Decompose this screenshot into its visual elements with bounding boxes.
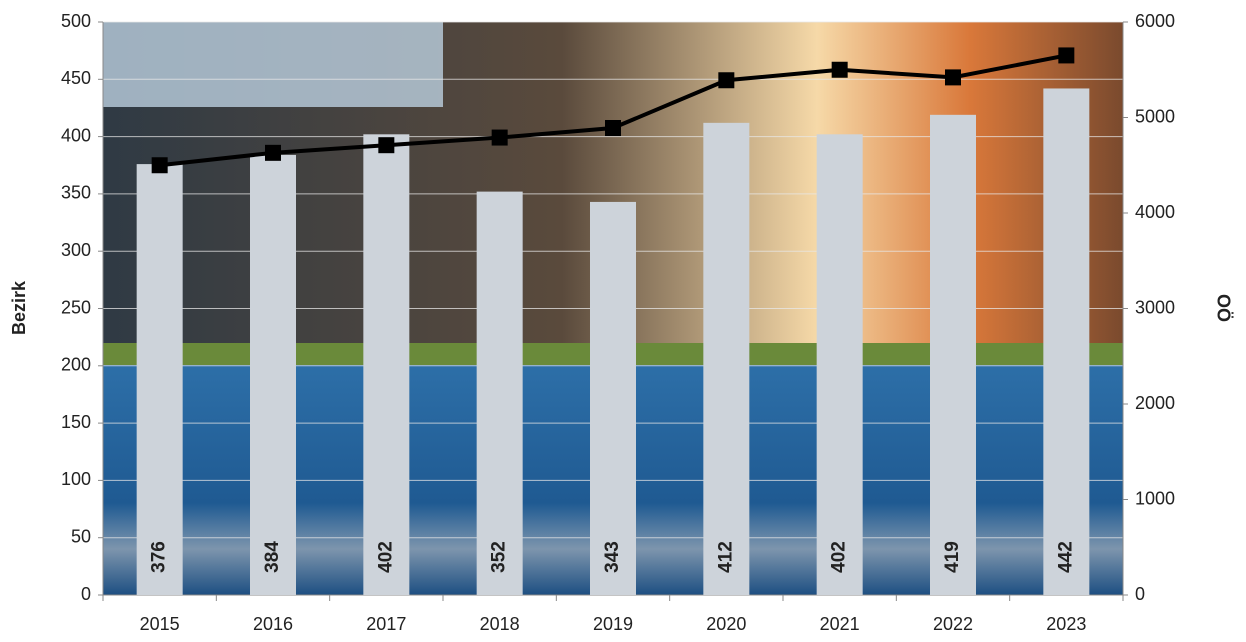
bar: [703, 122, 750, 596]
y2-tick-label: 5000: [1135, 106, 1175, 126]
y2-tick-label: 1000: [1135, 488, 1175, 508]
y-tick-label: 400: [61, 125, 91, 145]
bar-value-label: 442: [1055, 541, 1076, 573]
line-marker: [378, 137, 395, 154]
bar-value-label: 384: [262, 541, 283, 573]
x-tick-label: 2023: [1046, 614, 1086, 634]
line-marker: [491, 129, 508, 146]
line-marker: [831, 61, 848, 78]
bar: [250, 154, 296, 595]
y2-tick-label: 4000: [1135, 202, 1175, 222]
x-tick-label: 2016: [253, 614, 293, 634]
bar: [476, 191, 523, 595]
bar-value-label: 402: [829, 541, 850, 573]
y-tick-label: 500: [61, 11, 91, 31]
bar: [930, 114, 976, 596]
line-marker: [151, 157, 168, 174]
bar-value-label: 419: [942, 541, 963, 573]
line-marker: [265, 144, 281, 161]
y-tick-label: 300: [61, 240, 91, 260]
y2-tick-label: 2000: [1135, 393, 1175, 413]
y2-tick-label: 6000: [1135, 11, 1175, 31]
x-tick-label: 2018: [480, 614, 520, 634]
y-tick-label: 350: [61, 183, 91, 203]
line-marker: [605, 120, 621, 137]
y2-tick-label: 3000: [1135, 297, 1175, 317]
y-tick-label: 150: [61, 412, 91, 432]
y-tick-label: 0: [81, 584, 91, 604]
x-tick-label: 2015: [140, 614, 180, 634]
x-tick-label: 2020: [706, 614, 746, 634]
y2-tick-label: 0: [1135, 584, 1145, 604]
y-tick-label: 250: [61, 297, 91, 317]
y-tick-label: 100: [61, 469, 91, 489]
bar: [136, 164, 183, 595]
bar-value-label: 343: [602, 541, 623, 573]
x-tick-label: 2019: [593, 614, 633, 634]
x-tick-label: 2021: [820, 614, 860, 634]
line-marker: [945, 69, 961, 86]
y-tick-label: 450: [61, 68, 91, 88]
bar-value-label: 352: [489, 541, 510, 573]
y-axis-title: Bezirk: [9, 280, 29, 335]
bar-value-label: 376: [149, 541, 170, 573]
line-marker: [1058, 47, 1075, 64]
y2-axis-title: OÖ: [1213, 294, 1233, 322]
bar: [590, 201, 636, 595]
bar: [363, 134, 410, 596]
y-tick-label: 200: [61, 355, 91, 375]
bar: [816, 134, 863, 596]
line-marker: [718, 72, 735, 89]
bar-value-label: 402: [375, 541, 396, 573]
y-tick-label: 50: [71, 526, 91, 546]
x-tick-label: 2022: [933, 614, 973, 634]
bar-value-label: 412: [715, 541, 736, 573]
x-tick-label: 2017: [366, 614, 406, 634]
bar: [1043, 88, 1090, 595]
